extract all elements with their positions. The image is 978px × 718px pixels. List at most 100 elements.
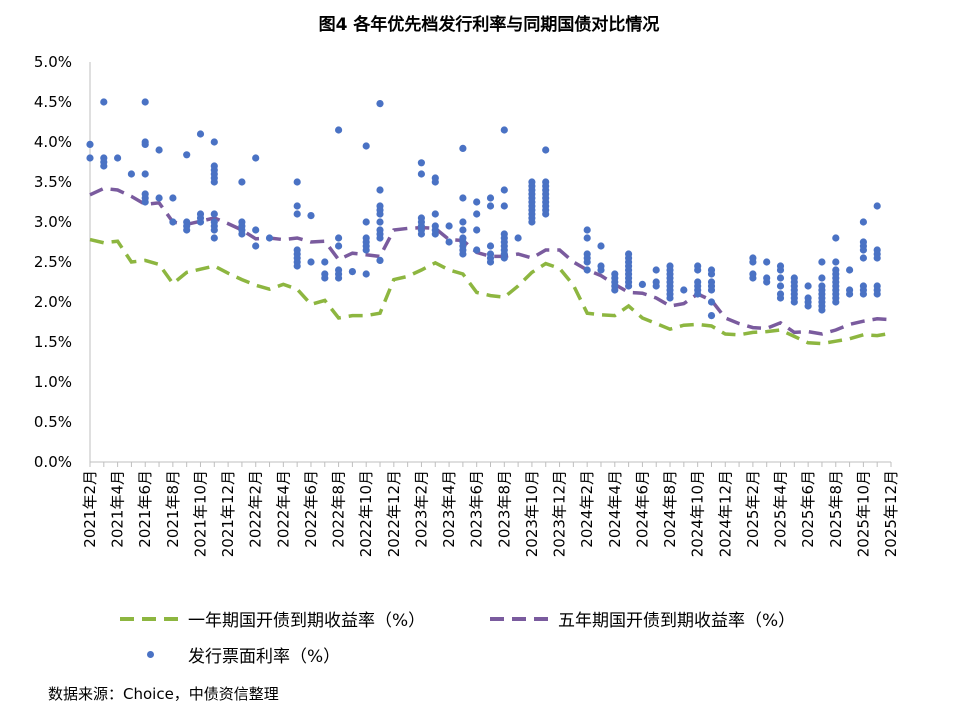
coupon-rate-point (818, 258, 826, 266)
y-tick-label: 3.0% (34, 213, 72, 231)
y-tick-label: 5.0% (34, 53, 72, 71)
x-tick-label: 2024年2月 (578, 470, 596, 548)
x-tick-label: 2025年2月 (744, 470, 762, 548)
coupon-rate-point (859, 218, 868, 226)
coupon-rate-point (155, 194, 163, 202)
coupon-rate-point (694, 290, 702, 298)
coupon-rate-point (321, 258, 329, 266)
coupon-rate-point (307, 212, 315, 220)
coupon-rate-point (583, 266, 591, 274)
legend-swatch-one-year (120, 616, 180, 621)
coupon-rate-point (335, 126, 343, 134)
coupon-rate-point (335, 234, 343, 242)
coupon-rate-point (86, 140, 94, 148)
coupon-rate-point (210, 226, 218, 234)
coupon-rate-point (583, 258, 591, 266)
coupon-rate-point (804, 302, 812, 310)
coupon-rate-point (293, 210, 301, 218)
legend-item-coupon: 发行票面利率（%） (120, 642, 340, 667)
coupon-rate-point (293, 202, 301, 210)
coupon-rate-point (348, 268, 356, 276)
coupon-rate-point (100, 162, 108, 170)
legend-item-one-year: 一年期国开债到期收益率（%） (120, 606, 425, 631)
coupon-rate-point (169, 218, 177, 226)
coupon-rate-point (611, 286, 619, 294)
coupon-rate-point (763, 278, 771, 286)
x-tick-label: 2021年6月 (136, 470, 154, 548)
coupon-rate-point (252, 226, 260, 234)
coupon-rate-point (776, 266, 785, 274)
coupon-rate-point (459, 194, 467, 202)
coupon-rate-point (376, 218, 384, 226)
x-tick-label: 2024年4月 (606, 470, 624, 548)
coupon-rate-point (486, 258, 495, 266)
coupon-rate-point (500, 202, 508, 210)
coupon-rate-point (417, 170, 425, 178)
legend-item-five-year: 五年期国开债到期收益率（%） (490, 606, 795, 631)
coupon-rate-point (210, 234, 218, 242)
coupon-rate-point (362, 270, 370, 278)
x-tick-label: 2021年10月 (191, 470, 209, 557)
coupon-rate-point (776, 282, 785, 290)
x-tick-label: 2024年10月 (689, 470, 707, 557)
coupon-rate-point (307, 258, 315, 266)
coupon-rate-point (114, 154, 122, 162)
x-tick-label: 2021年8月 (164, 470, 182, 548)
coupon-rate-point (473, 246, 481, 254)
coupon-rate-point (528, 218, 536, 226)
coupon-rate-point (873, 202, 881, 210)
coupon-rate-point (252, 154, 260, 162)
legend-swatch-coupon (120, 649, 180, 661)
coupon-rate-point (196, 218, 205, 226)
x-tick-label: 2023年2月 (412, 470, 430, 548)
legend-swatch-five-year (490, 616, 550, 621)
legend-label-coupon: 发行票面利率（%） (188, 647, 341, 667)
coupon-rate-point (859, 290, 868, 298)
x-tick-label: 2023年4月 (440, 470, 458, 548)
series-line-five-year (89, 186, 892, 336)
coupon-rate-point (666, 294, 674, 302)
x-tick-label: 2021年12月 (219, 470, 237, 557)
coupon-rate-point (155, 146, 163, 154)
coupon-rate-point (196, 130, 205, 138)
coupon-rate-point (694, 266, 702, 274)
chart-lines (89, 186, 892, 346)
coupon-rate-point (514, 234, 522, 242)
coupon-rate-point (265, 234, 274, 242)
coupon-rate-point (859, 254, 868, 262)
chart-title: 图4 各年优先档发行利率与同期国债对比情况 (318, 15, 660, 35)
coupon-rate-point (431, 210, 439, 218)
coupon-rate-point (776, 294, 785, 302)
chart-dots (86, 98, 881, 320)
coupon-rate-point (597, 242, 605, 250)
coupon-rate-point (183, 226, 191, 234)
coupon-rate-point (169, 194, 177, 202)
y-tick-label: 4.5% (34, 93, 72, 111)
coupon-rate-point (680, 286, 688, 294)
x-tick-label: 2024年8月 (661, 470, 679, 548)
x-tick-label: 2022年6月 (302, 470, 320, 548)
coupon-rate-point (652, 266, 660, 274)
coupon-rate-point (445, 238, 453, 246)
coupon-rate-point (818, 306, 826, 314)
x-tick-label: 2024年12月 (716, 470, 734, 557)
coupon-rate-point (210, 138, 218, 146)
legend-label-five-year: 五年期国开债到期收益率（%） (558, 611, 796, 631)
x-tick-label: 2025年4月 (772, 470, 790, 548)
x-tick-label: 2024年6月 (633, 470, 651, 548)
coupon-rate-point (846, 266, 854, 274)
coupon-rate-point (459, 250, 467, 258)
y-tick-label: 1.5% (34, 333, 72, 351)
coupon-rate-point (500, 126, 508, 134)
coupon-rate-point (210, 178, 218, 186)
coupon-rate-point (707, 270, 716, 278)
coupon-rate-point (417, 159, 425, 167)
coupon-rate-point (542, 210, 550, 218)
coupon-rate-point (486, 202, 495, 210)
coupon-rate-point (832, 234, 840, 242)
y-tick-label: 0.5% (34, 413, 72, 431)
coupon-rate-point (293, 262, 301, 270)
x-tick-label: 2023年12月 (551, 470, 569, 557)
coupon-rate-point (376, 256, 384, 264)
coupon-rate-point (749, 274, 757, 282)
